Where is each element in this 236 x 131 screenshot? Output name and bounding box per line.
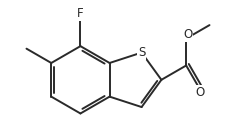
Text: F: F xyxy=(77,7,84,20)
Text: S: S xyxy=(138,46,145,59)
Text: O: O xyxy=(196,86,205,99)
Text: O: O xyxy=(183,28,192,41)
